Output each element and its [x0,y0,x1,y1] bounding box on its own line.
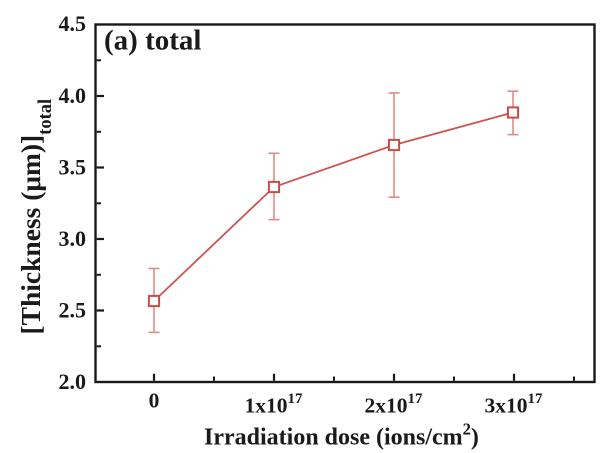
svg-text:[Thickness (μm)]total: [Thickness (μm)]total [15,99,56,335]
svg-text:4.0: 4.0 [59,83,87,108]
svg-text:2.5: 2.5 [59,298,87,323]
svg-text:4.5: 4.5 [59,11,87,36]
svg-text:3x1017: 3x1017 [485,391,544,418]
svg-text:Irradiation dose (ions/cm2): Irradiation dose (ions/cm2) [204,420,479,451]
svg-text:0: 0 [149,389,160,413]
svg-text:3.5: 3.5 [59,155,87,180]
svg-text:2x1017: 2x1017 [365,391,424,418]
svg-text:1x1017: 1x1017 [245,391,304,418]
svg-text:2.0: 2.0 [59,369,87,394]
svg-text:3.0: 3.0 [59,226,87,251]
svg-text:(a) total: (a) total [104,25,201,57]
